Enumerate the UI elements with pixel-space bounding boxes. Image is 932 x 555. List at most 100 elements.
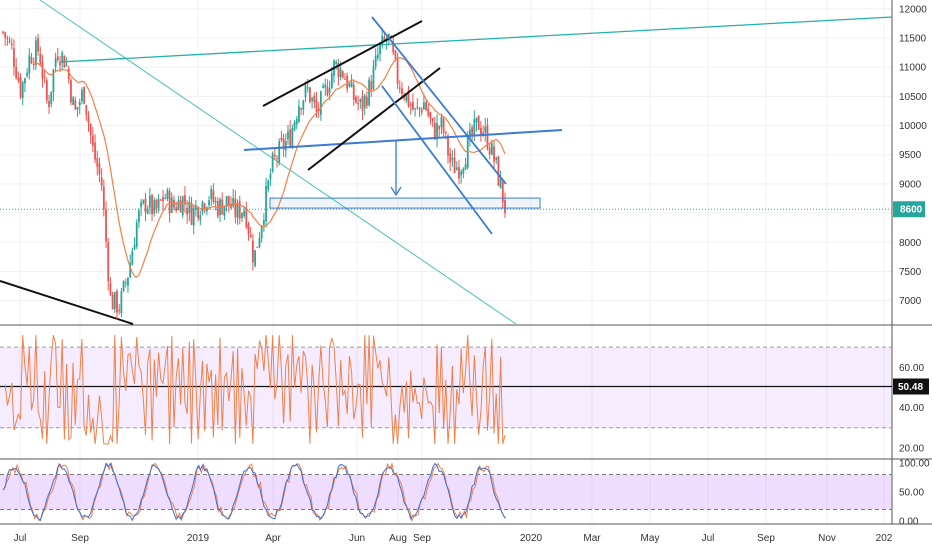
candle-body[interactable] [94, 142, 96, 160]
candle-body[interactable] [482, 132, 484, 135]
candle-body[interactable] [234, 198, 237, 218]
candle-body[interactable] [335, 61, 338, 64]
candle-body[interactable] [298, 105, 300, 122]
candle-body[interactable] [148, 195, 151, 208]
candle-body[interactable] [460, 171, 463, 176]
candle-body[interactable] [32, 63, 35, 65]
candle-body[interactable] [392, 41, 395, 53]
candle-body[interactable] [464, 164, 467, 170]
candle-body[interactable] [127, 277, 129, 286]
candle-body[interactable] [254, 250, 256, 266]
candle-body[interactable] [458, 166, 460, 179]
candle-body[interactable] [348, 83, 351, 87]
candle-body[interactable] [278, 141, 281, 163]
candle-body[interactable] [98, 163, 101, 175]
candle-body[interactable] [175, 207, 178, 211]
candle-body[interactable] [197, 207, 200, 219]
candle-body[interactable] [144, 198, 147, 213]
trend-line[interactable] [0, 280, 134, 325]
candle-body[interactable] [168, 191, 171, 214]
candle-body[interactable] [328, 88, 331, 93]
candle-body[interactable] [192, 207, 195, 226]
candle-body[interactable] [76, 107, 79, 110]
candle-body[interactable] [444, 132, 447, 134]
candle-body[interactable] [355, 96, 357, 103]
candle-body[interactable] [74, 100, 77, 110]
candle-body[interactable] [48, 101, 50, 108]
candle-body[interactable] [447, 135, 449, 156]
candle-body[interactable] [440, 116, 443, 127]
channel-lower-line[interactable] [307, 67, 441, 171]
candle-body[interactable] [436, 123, 438, 140]
candle-body[interactable] [269, 174, 272, 179]
candle-body[interactable] [256, 246, 259, 248]
candle-body[interactable] [89, 123, 92, 136]
candle-body[interactable] [133, 245, 136, 250]
candle-body[interactable] [43, 76, 46, 78]
candle-body[interactable] [81, 89, 83, 102]
trend-line[interactable] [59, 16, 893, 63]
candle-body[interactable] [287, 131, 289, 140]
candle-body[interactable] [479, 127, 482, 136]
candle-body[interactable] [501, 181, 504, 203]
candle-body[interactable] [433, 122, 436, 140]
candle-body[interactable] [313, 95, 316, 103]
candle-body[interactable] [429, 112, 432, 119]
candle-body[interactable] [346, 75, 349, 89]
candle-body[interactable] [6, 38, 9, 40]
candle-body[interactable] [13, 48, 15, 67]
candle-body[interactable] [330, 73, 333, 89]
candle-body[interactable] [67, 68, 70, 80]
candle-body[interactable] [155, 199, 158, 210]
candle-body[interactable] [276, 158, 278, 160]
candle-body[interactable] [45, 80, 48, 101]
candle-body[interactable] [24, 78, 26, 84]
falling-channel-lower-line[interactable] [381, 85, 493, 235]
candle-body[interactable] [387, 33, 390, 38]
candle-body[interactable] [493, 146, 495, 162]
candle-body[interactable] [344, 78, 346, 80]
candle-body[interactable] [322, 85, 324, 88]
candle-body[interactable] [109, 283, 112, 295]
candle-body[interactable] [352, 84, 355, 100]
candle-body[interactable] [372, 66, 375, 89]
candle-body[interactable] [157, 198, 160, 208]
candle-body[interactable] [308, 87, 311, 103]
candle-body[interactable] [267, 180, 270, 190]
candle-body[interactable] [243, 210, 246, 216]
candle-body[interactable] [427, 108, 430, 116]
candle-body[interactable] [319, 91, 322, 115]
candle-body[interactable] [216, 201, 219, 217]
candle-body[interactable] [376, 54, 379, 59]
candle-body[interactable] [118, 309, 121, 312]
candle-body[interactable] [422, 102, 425, 110]
candle-body[interactable] [258, 237, 261, 248]
candle-body[interactable] [232, 197, 235, 207]
candle-body[interactable] [2, 31, 4, 33]
candle-body[interactable] [357, 102, 360, 104]
candle-body[interactable] [54, 58, 57, 67]
candle-body[interactable] [401, 88, 403, 95]
candle-body[interactable] [83, 87, 86, 104]
candle-body[interactable] [326, 86, 329, 96]
candle-body[interactable] [499, 179, 502, 188]
candle-body[interactable] [466, 137, 469, 168]
neckline[interactable] [243, 129, 563, 151]
candle-body[interactable] [225, 196, 228, 207]
candle-body[interactable] [100, 177, 103, 186]
candle-body[interactable] [475, 117, 478, 123]
candle-body[interactable] [116, 291, 118, 313]
candle-body[interactable] [39, 53, 42, 65]
candle-body[interactable] [107, 242, 110, 282]
candle-body[interactable] [304, 85, 307, 98]
candle-body[interactable] [34, 40, 37, 66]
candle-body[interactable] [17, 77, 20, 81]
candle-body[interactable] [405, 93, 408, 101]
candle-body[interactable] [15, 67, 18, 79]
candle-body[interactable] [265, 185, 267, 222]
candle-body[interactable] [396, 57, 399, 85]
candle-body[interactable] [131, 251, 134, 265]
candle-body[interactable] [124, 282, 127, 284]
candle-body[interactable] [249, 234, 252, 238]
candle-body[interactable] [162, 196, 164, 202]
